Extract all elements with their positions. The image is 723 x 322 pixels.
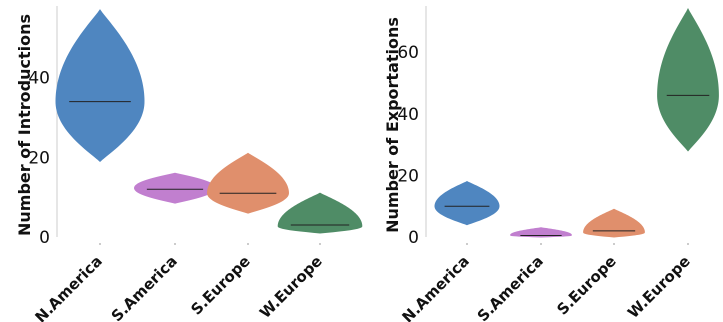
violin-body <box>134 172 216 204</box>
x-category-label: N.America <box>398 252 472 322</box>
y-tick-label: 40 <box>28 69 50 89</box>
violin-body <box>434 180 500 226</box>
x-category-label: W.Europe <box>256 252 326 322</box>
x-category-label: S.America <box>108 252 181 322</box>
x-category-label: S.America <box>474 252 547 322</box>
violin-body <box>583 208 645 238</box>
y-tick-label: 0 <box>408 228 419 248</box>
violin-body <box>207 152 289 214</box>
y-tick-label: 20 <box>28 148 50 168</box>
violin-body <box>510 227 572 238</box>
violin-body <box>55 9 145 162</box>
x-category-label: N.America <box>31 252 105 322</box>
y-axis-title: Number of Exportations <box>383 17 402 233</box>
y-tick-label: 60 <box>397 43 419 63</box>
violin-body <box>657 7 719 152</box>
x-category-label: S.Europe <box>553 252 620 319</box>
x-category-label: W.Europe <box>624 252 694 322</box>
y-tick-label: 0 <box>39 228 50 248</box>
violin-body <box>277 192 363 234</box>
x-category-label: S.Europe <box>187 252 254 319</box>
y-tick-label: 20 <box>397 166 419 186</box>
y-tick-label: 40 <box>397 105 419 125</box>
y-axis-title: Number of Introductions <box>15 14 34 236</box>
